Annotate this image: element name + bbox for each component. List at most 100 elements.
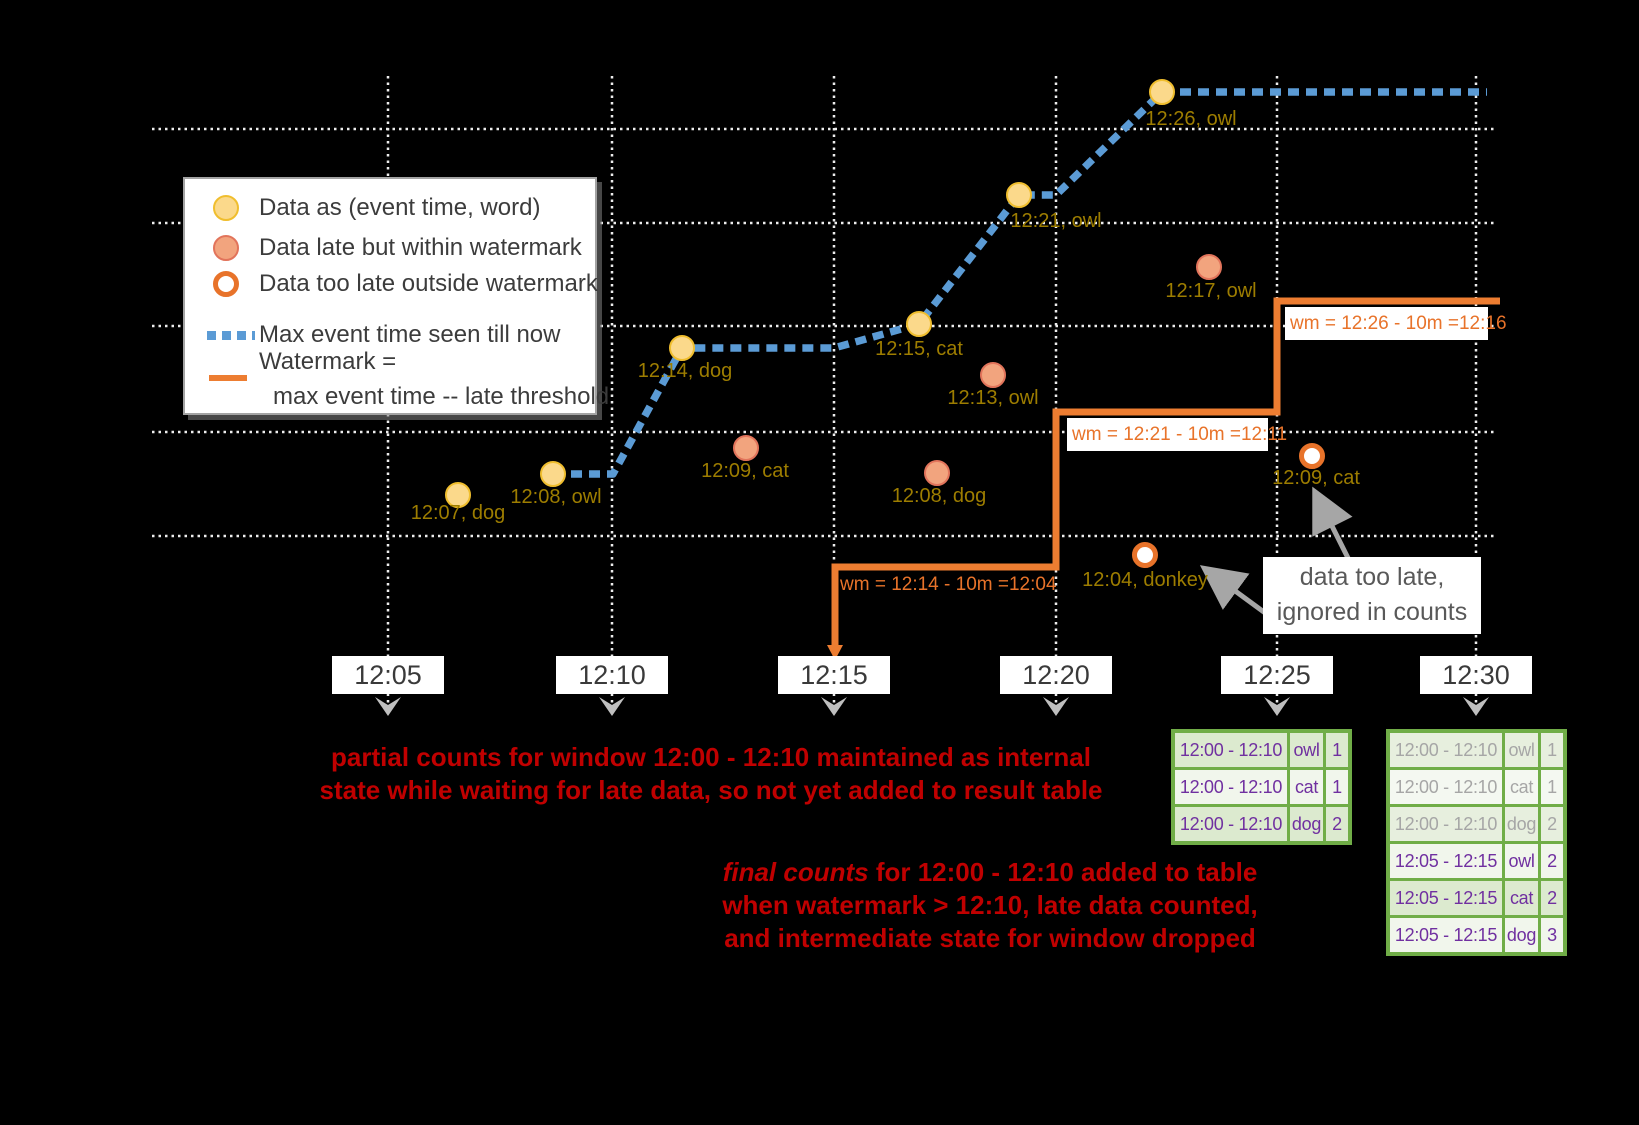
point-12-09-cat-late <box>733 435 759 461</box>
point-12-21-owl <box>1006 182 1032 208</box>
tick-arrowheads <box>375 697 1489 716</box>
legend-max-event-line-icon <box>207 331 255 340</box>
point-12-17-owl-late <box>1196 254 1222 280</box>
point-12-08-owl <box>540 461 566 487</box>
tick-12-20: 12:20 <box>1000 656 1112 694</box>
final-counts-note-line3: and intermediate state for window droppe… <box>724 923 1256 953</box>
table-row: 12:05 - 12:15 cat 2 <box>1390 881 1563 915</box>
tick-12-05: 12:05 <box>332 656 444 694</box>
point-12-13-owl-late <box>980 362 1006 388</box>
final-counts-note-line2: when watermark > 12:10, late data counte… <box>722 890 1258 920</box>
cell-count: 3 <box>1541 918 1563 952</box>
legend-watermark-line-icon <box>209 375 247 381</box>
table-row-dropped: 12:00 - 12:10 cat 1 <box>1390 770 1563 804</box>
cell-count: 1 <box>1326 770 1348 804</box>
cell-word: cat <box>1505 881 1538 915</box>
point-12-04-donkey-toolate <box>1132 542 1158 568</box>
cell-count: 2 <box>1541 807 1563 841</box>
point-12-07-dog <box>445 482 471 508</box>
cell-window: 12:05 - 12:15 <box>1390 844 1502 878</box>
point-label: 12:21, owl <box>1010 210 1102 232</box>
cell-word: cat <box>1505 770 1538 804</box>
legend-late-point-icon <box>213 235 239 261</box>
partial-counts-note-line2: state while waiting for late data, so no… <box>319 775 1103 805</box>
legend-ontime-point-icon <box>213 195 239 221</box>
tick-12-30: 12:30 <box>1420 656 1532 694</box>
point-12-26-owl <box>1149 79 1175 105</box>
legend-label-late: Data late but within watermark <box>259 234 582 261</box>
point-12-15-cat <box>906 311 932 337</box>
final-counts-note-line1: final counts for 12:00 - 12:10 added to … <box>660 856 1320 889</box>
legend-label-watermark: Watermark = <box>259 348 397 375</box>
point-12-14-dog <box>669 335 695 361</box>
result-table-12-25: 12:00 - 12:10 owl 1 12:00 - 12:10 cat 1 … <box>1171 729 1352 845</box>
tick-12-25: 12:25 <box>1221 656 1333 694</box>
point-label: 12:09, cat <box>701 460 789 482</box>
legend-label-max-event: Max event time seen till now <box>259 321 561 348</box>
result-table-12-30: 12:00 - 12:10 owl 1 12:00 - 12:10 cat 1 … <box>1386 729 1567 956</box>
partial-counts-note-line1: partial counts for window 12:00 - 12:10 … <box>331 742 1091 772</box>
partial-counts-note: partial counts for window 12:00 - 12:10 … <box>311 741 1111 807</box>
cell-count: 1 <box>1541 770 1563 804</box>
cell-window: 12:05 - 12:15 <box>1390 881 1502 915</box>
point-label: 12:17, owl <box>1165 280 1257 302</box>
watermark-annotation-1: wm = 12:14 - 10m =12:04 <box>840 574 1057 595</box>
cell-count: 2 <box>1326 807 1348 841</box>
cell-word: dog <box>1505 918 1538 952</box>
cell-word: owl <box>1290 733 1323 767</box>
cell-window: 12:00 - 12:10 <box>1390 770 1502 804</box>
cell-window: 12:00 - 12:10 <box>1175 807 1287 841</box>
point-label: 12:26, owl <box>1145 108 1237 130</box>
watermark-line <box>831 297 1500 650</box>
final-counts-note-line1-rest: for 12:00 - 12:10 added to table <box>868 857 1258 887</box>
cell-word: owl <box>1505 733 1538 767</box>
too-late-callout-line2: ignored in counts <box>1276 598 1468 626</box>
cell-window: 12:00 - 12:10 <box>1175 733 1287 767</box>
cell-window: 12:00 - 12:10 <box>1390 807 1502 841</box>
cell-count: 1 <box>1326 733 1348 767</box>
tick-12-10: 12:10 <box>556 656 668 694</box>
cell-word: dog <box>1290 807 1323 841</box>
point-label: 12:13, owl <box>947 387 1039 409</box>
point-label: 12:15, cat <box>875 338 963 360</box>
point-12-08-dog-late <box>924 460 950 486</box>
legend: Data as (event time, word) Data late but… <box>183 177 609 415</box>
cell-word: cat <box>1290 770 1323 804</box>
callout-arrows <box>1199 486 1355 621</box>
cell-count: 2 <box>1541 881 1563 915</box>
cell-count: 1 <box>1541 733 1563 767</box>
table-row: 12:00 - 12:10 cat 1 <box>1175 770 1348 804</box>
table-row: 12:05 - 12:15 dog 3 <box>1390 918 1563 952</box>
point-label: 12:08, dog <box>891 485 987 507</box>
cell-window: 12:05 - 12:15 <box>1390 918 1502 952</box>
cell-window: 12:00 - 12:10 <box>1390 733 1502 767</box>
point-label: 12:07, dog <box>410 502 506 524</box>
legend-label-watermark-cont: max event time -- late threshold <box>273 383 610 410</box>
final-counts-note: final counts for 12:00 - 12:10 added to … <box>660 856 1320 955</box>
point-label: 12:14, dog <box>637 360 733 382</box>
cell-word: owl <box>1505 844 1538 878</box>
point-12-09-cat-toolate <box>1299 443 1325 469</box>
table-row-dropped: 12:00 - 12:10 dog 2 <box>1390 807 1563 841</box>
point-label: 12:04, donkey <box>1082 569 1208 591</box>
table-row: 12:00 - 12:10 owl 1 <box>1175 733 1348 767</box>
max-event-time-line <box>553 88 1487 478</box>
watermark-line-arrow-tip <box>827 645 843 660</box>
cell-window: 12:00 - 12:10 <box>1175 770 1287 804</box>
too-late-callout: data too late, ignored in counts <box>1263 557 1481 634</box>
too-late-callout-line1: data too late, <box>1299 563 1445 591</box>
legend-label-toolate: Data too late outside watermark <box>259 270 598 297</box>
cell-word: dog <box>1505 807 1538 841</box>
table-row: 12:05 - 12:15 owl 2 <box>1390 844 1563 878</box>
legend-label-ontime: Data as (event time, word) <box>259 194 541 221</box>
legend-toolate-point-icon <box>213 271 239 297</box>
cell-count: 2 <box>1541 844 1563 878</box>
point-label: 12:08, owl <box>510 486 602 508</box>
table-row-dropped: 12:00 - 12:10 owl 1 <box>1390 733 1563 767</box>
final-counts-emphasis: final counts <box>722 857 869 887</box>
point-label: 12:09, cat <box>1272 467 1360 489</box>
tick-12-15: 12:15 <box>778 656 890 694</box>
watermark-annotation-2: wm = 12:21 - 10m =12:11 <box>1067 418 1287 451</box>
table-row: 12:00 - 12:10 dog 2 <box>1175 807 1348 841</box>
